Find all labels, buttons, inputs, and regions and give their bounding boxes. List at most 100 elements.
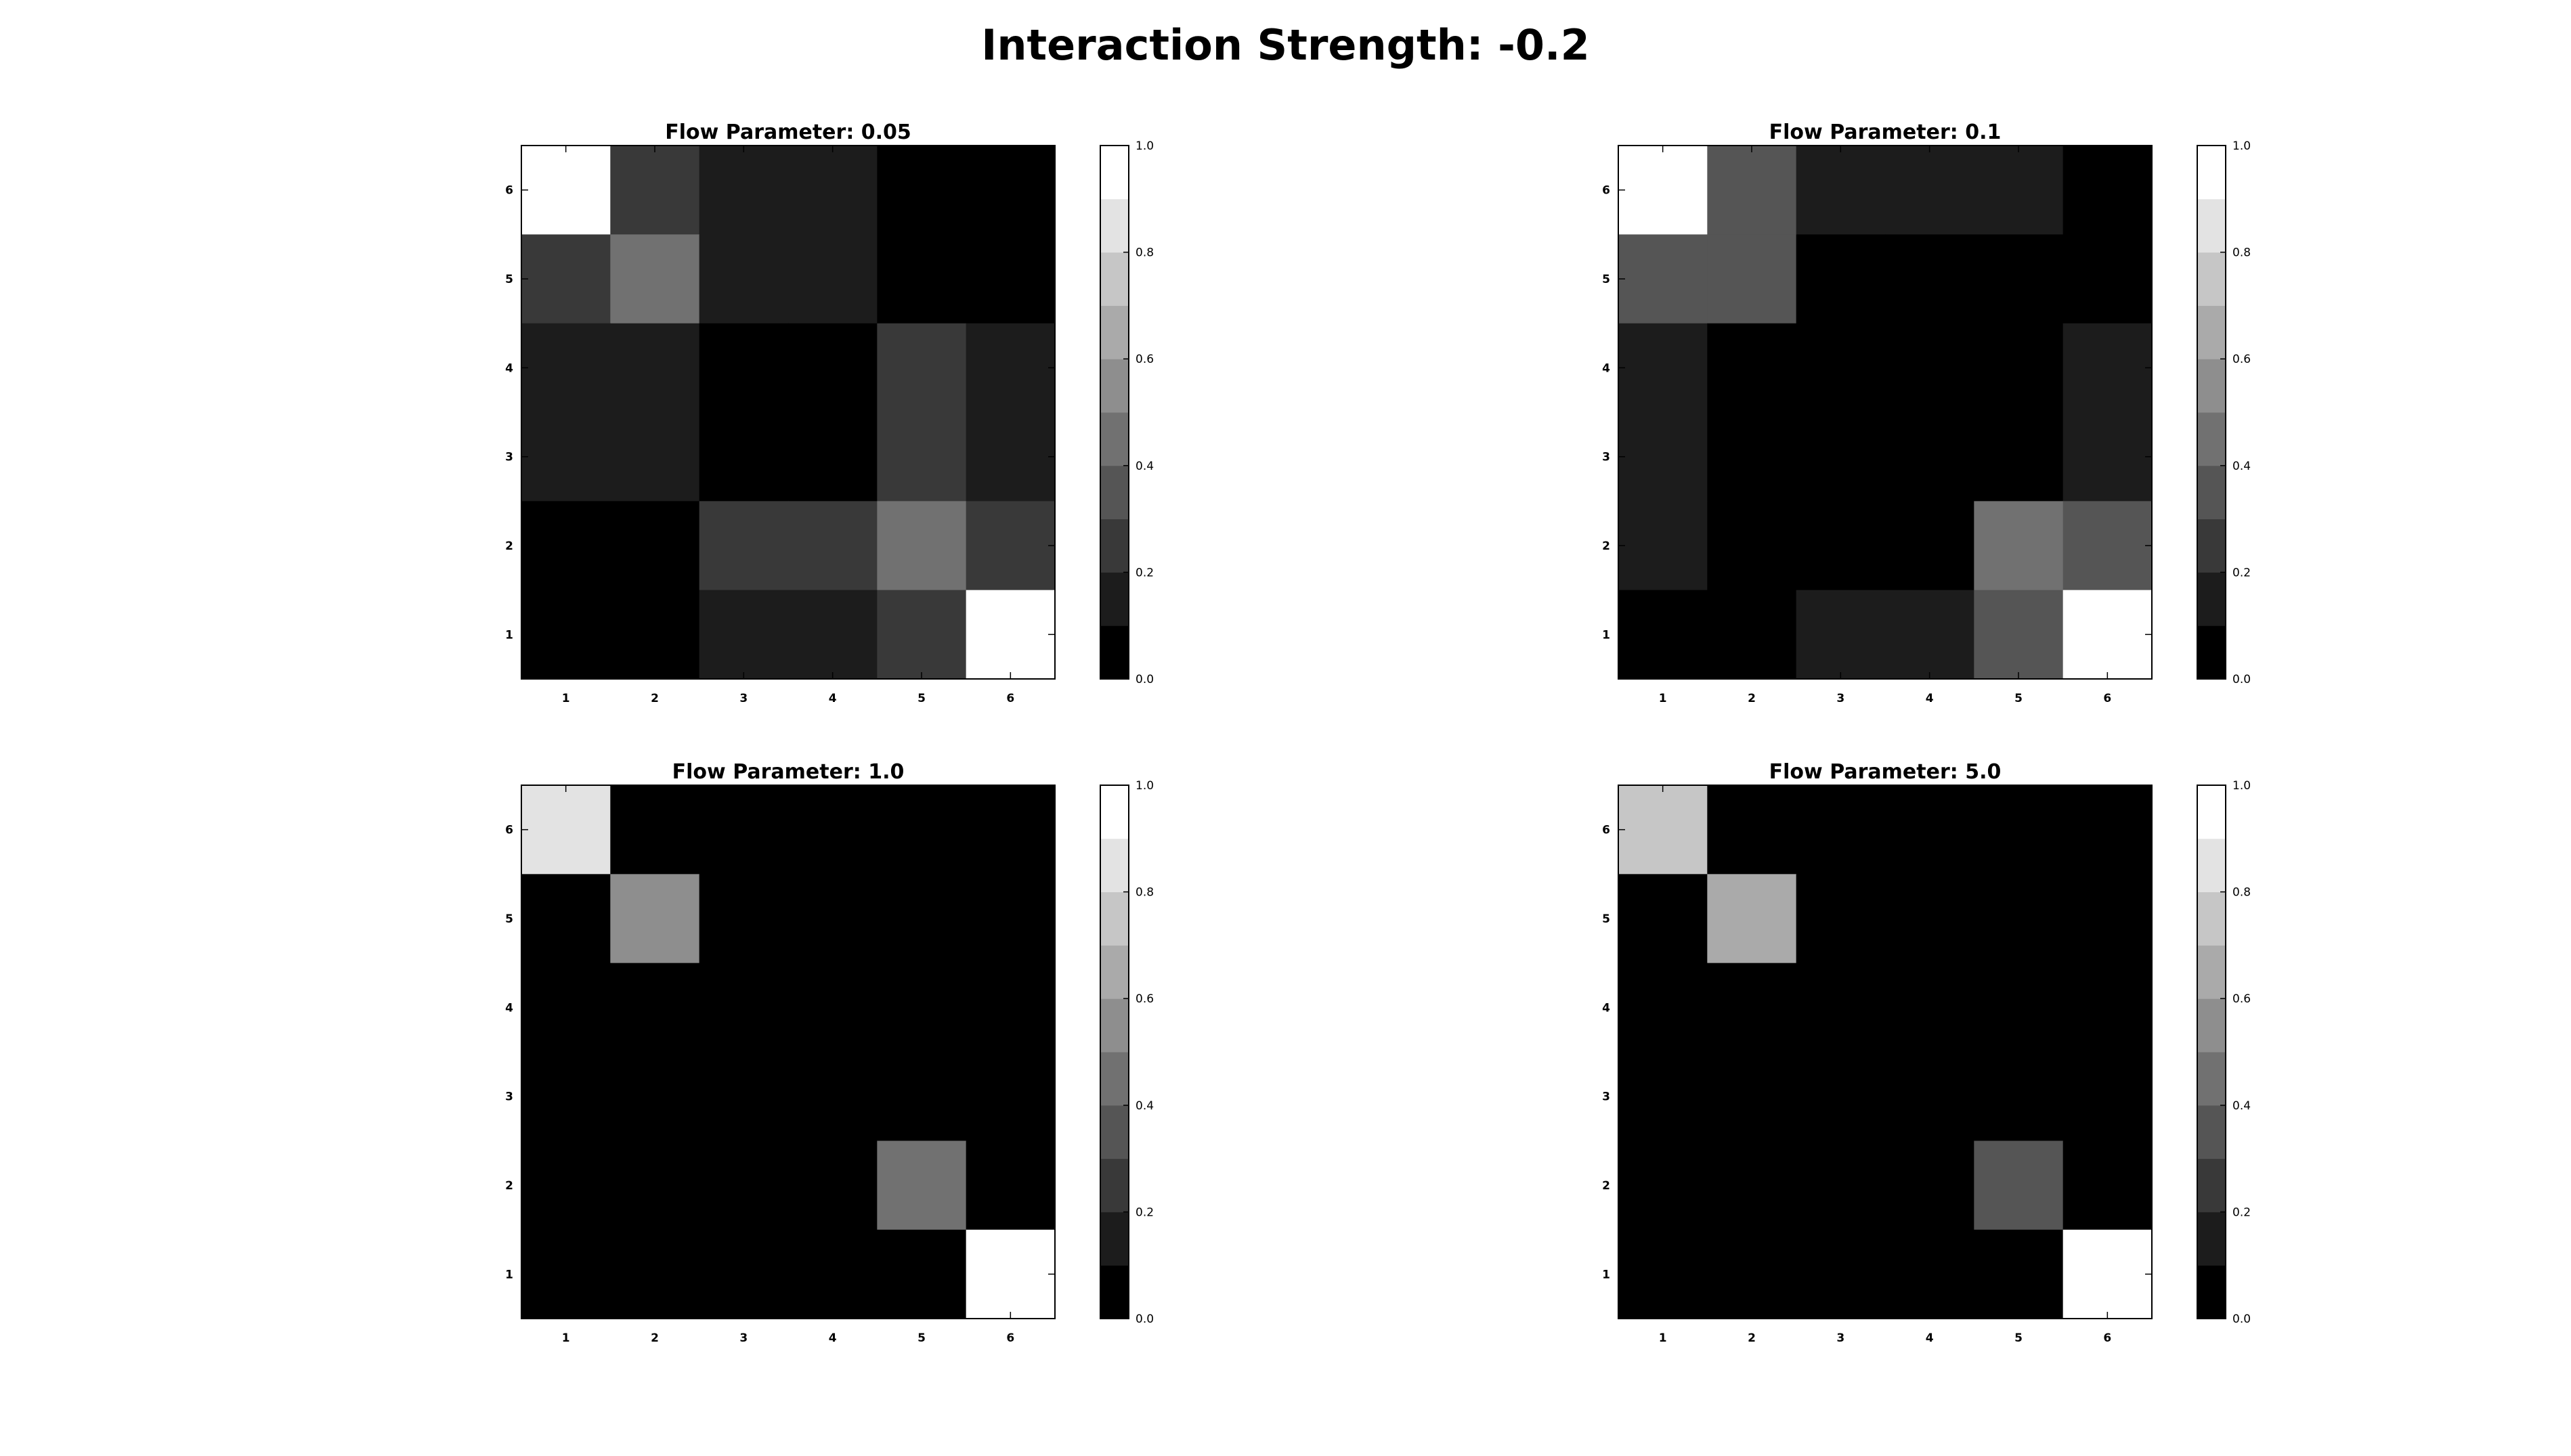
x-tick-label: 6: [2103, 692, 2111, 705]
y-tick-label: 1: [1602, 1268, 1610, 1281]
heatmap-cell: [699, 412, 789, 502]
colorbar-level: [2197, 465, 2226, 520]
y-tick-label: 1: [1602, 628, 1610, 642]
heatmap-cell: [2062, 963, 2153, 1053]
heatmap-cell: [2062, 1141, 2153, 1231]
colorbar-level: [2197, 1265, 2226, 1319]
panel-title: Flow Parameter: 0.1: [1769, 120, 2002, 144]
heatmap-cell: [966, 1229, 1056, 1319]
y-tick-label: 5: [505, 273, 513, 286]
colorbar-level: [2197, 1052, 2226, 1106]
heatmap-cell: [610, 146, 700, 235]
heatmap-cell: [1707, 874, 1797, 964]
x-tick-label: 3: [739, 692, 748, 705]
heatmap-cell: [1974, 785, 2064, 875]
colorbar-tick-label: 1.0: [2232, 779, 2251, 793]
x-tick-label: 1: [1659, 1331, 1667, 1345]
heatmap-cell: [521, 1141, 611, 1231]
heatmap-cell: [1974, 963, 2064, 1053]
heatmap-cell: [521, 1229, 611, 1319]
axes-frame: [521, 785, 1056, 1319]
heatmap-cell: [1618, 963, 1708, 1053]
heatmap-cell: [966, 146, 1056, 235]
y-tick-label: 4: [505, 361, 513, 375]
heatmap-cell: [1974, 412, 2064, 502]
y-tick-label: 5: [1602, 912, 1610, 926]
heatmap-cell: [788, 963, 878, 1053]
heatmap-cell: [699, 874, 789, 964]
colorbar-level: [1100, 519, 1129, 573]
colorbar-tick-label: 0.6: [1136, 992, 1154, 1006]
y-tick-label: 3: [505, 1090, 513, 1104]
colorbar-level: [2197, 1158, 2226, 1212]
heatmap-cell: [610, 1141, 700, 1231]
heatmap-cell: [1796, 1229, 1886, 1319]
y-tick-label: 2: [505, 1179, 513, 1193]
heatmap-cell: [1974, 874, 2064, 964]
heatmap-cell: [2062, 501, 2153, 591]
heatmap-cell: [1885, 323, 1974, 413]
colorbar-level: [2197, 998, 2226, 1053]
y-tick-label: 3: [505, 451, 513, 464]
heatmap-cell: [1885, 874, 1974, 964]
colorbar-frame: [2197, 145, 2226, 680]
heatmap-cell: [877, 412, 967, 502]
colorbar-tick-label: 0.2: [2232, 1206, 2251, 1219]
heatmap-cell: [699, 323, 789, 413]
heatmap-cell: [1707, 323, 1797, 413]
heatmap-cell: [1796, 1141, 1886, 1231]
axes-frame: [521, 145, 1056, 680]
x-tick-label: 5: [2014, 1331, 2023, 1345]
heatmap-cell: [1885, 1052, 1974, 1141]
colorbar: 0.0 0.2 0.4 0.6 0.8 1.0: [2197, 139, 2251, 686]
heatmap-cell: [966, 590, 1056, 680]
heatmap-cell: [877, 146, 967, 235]
colorbar-tick-label: 0.0: [2232, 673, 2251, 686]
y-tick-label: 6: [1602, 824, 1610, 837]
heatmap-cell: [521, 501, 611, 591]
colorbar-tick-label: 0.4: [2232, 1099, 2251, 1113]
heatmap-cell: [1707, 785, 1797, 875]
x-tick-label: 4: [829, 1331, 837, 1345]
heatmap-cell: [1974, 146, 2064, 235]
colorbar-level: [2197, 252, 2226, 306]
x-tick-label: 4: [829, 692, 837, 705]
heatmap-cell: [1974, 1141, 2064, 1231]
colorbar-tick-label: 0.6: [1136, 353, 1154, 366]
heatmap-cell: [1707, 234, 1797, 324]
heatmap-cell: [1885, 501, 1974, 591]
panel-title: Flow Parameter: 1.0: [672, 760, 905, 784]
heatmap-cell: [788, 590, 878, 680]
heatmap-cell: [2062, 146, 2153, 235]
heatmap-cell: [1618, 412, 1708, 502]
heatmap-cell: [2062, 1052, 2153, 1141]
colorbar-level: [2197, 198, 2226, 253]
colorbar-level: [1100, 1105, 1129, 1160]
heatmap-cell: [1707, 1052, 1797, 1141]
heatmap-cell: [877, 501, 967, 591]
heatmap-cell: [1707, 412, 1797, 502]
heatmap-cell: [1707, 1229, 1797, 1319]
heatmap-cell: [1796, 501, 1886, 591]
colorbar-tick-label: 0.8: [1136, 246, 1154, 260]
y-tick-label: 2: [505, 539, 513, 553]
heatmap-cell: [699, 1141, 789, 1231]
heatmap-cell: [1796, 234, 1886, 324]
heatmap-cell: [1796, 590, 1886, 680]
heatmap-cell: [2062, 590, 2153, 680]
heatmap-cell: [788, 412, 878, 502]
colorbar-level: [2197, 945, 2226, 999]
x-tick-label: 2: [1748, 692, 1756, 705]
heatmap-cell: [966, 963, 1056, 1053]
y-tick-label: 2: [1602, 1179, 1610, 1193]
heatmap-cell: [699, 501, 789, 591]
heatmap-cell: [877, 1052, 967, 1141]
y-tick-label: 4: [1602, 361, 1610, 375]
heatmap-cell: [966, 874, 1056, 964]
heatmap-cell: [1796, 963, 1886, 1053]
heatmap-cell: [1885, 785, 1974, 875]
heatmap-cell: [788, 1229, 878, 1319]
y-tick-label: 4: [505, 1001, 513, 1015]
heatmap-cell: [788, 501, 878, 591]
